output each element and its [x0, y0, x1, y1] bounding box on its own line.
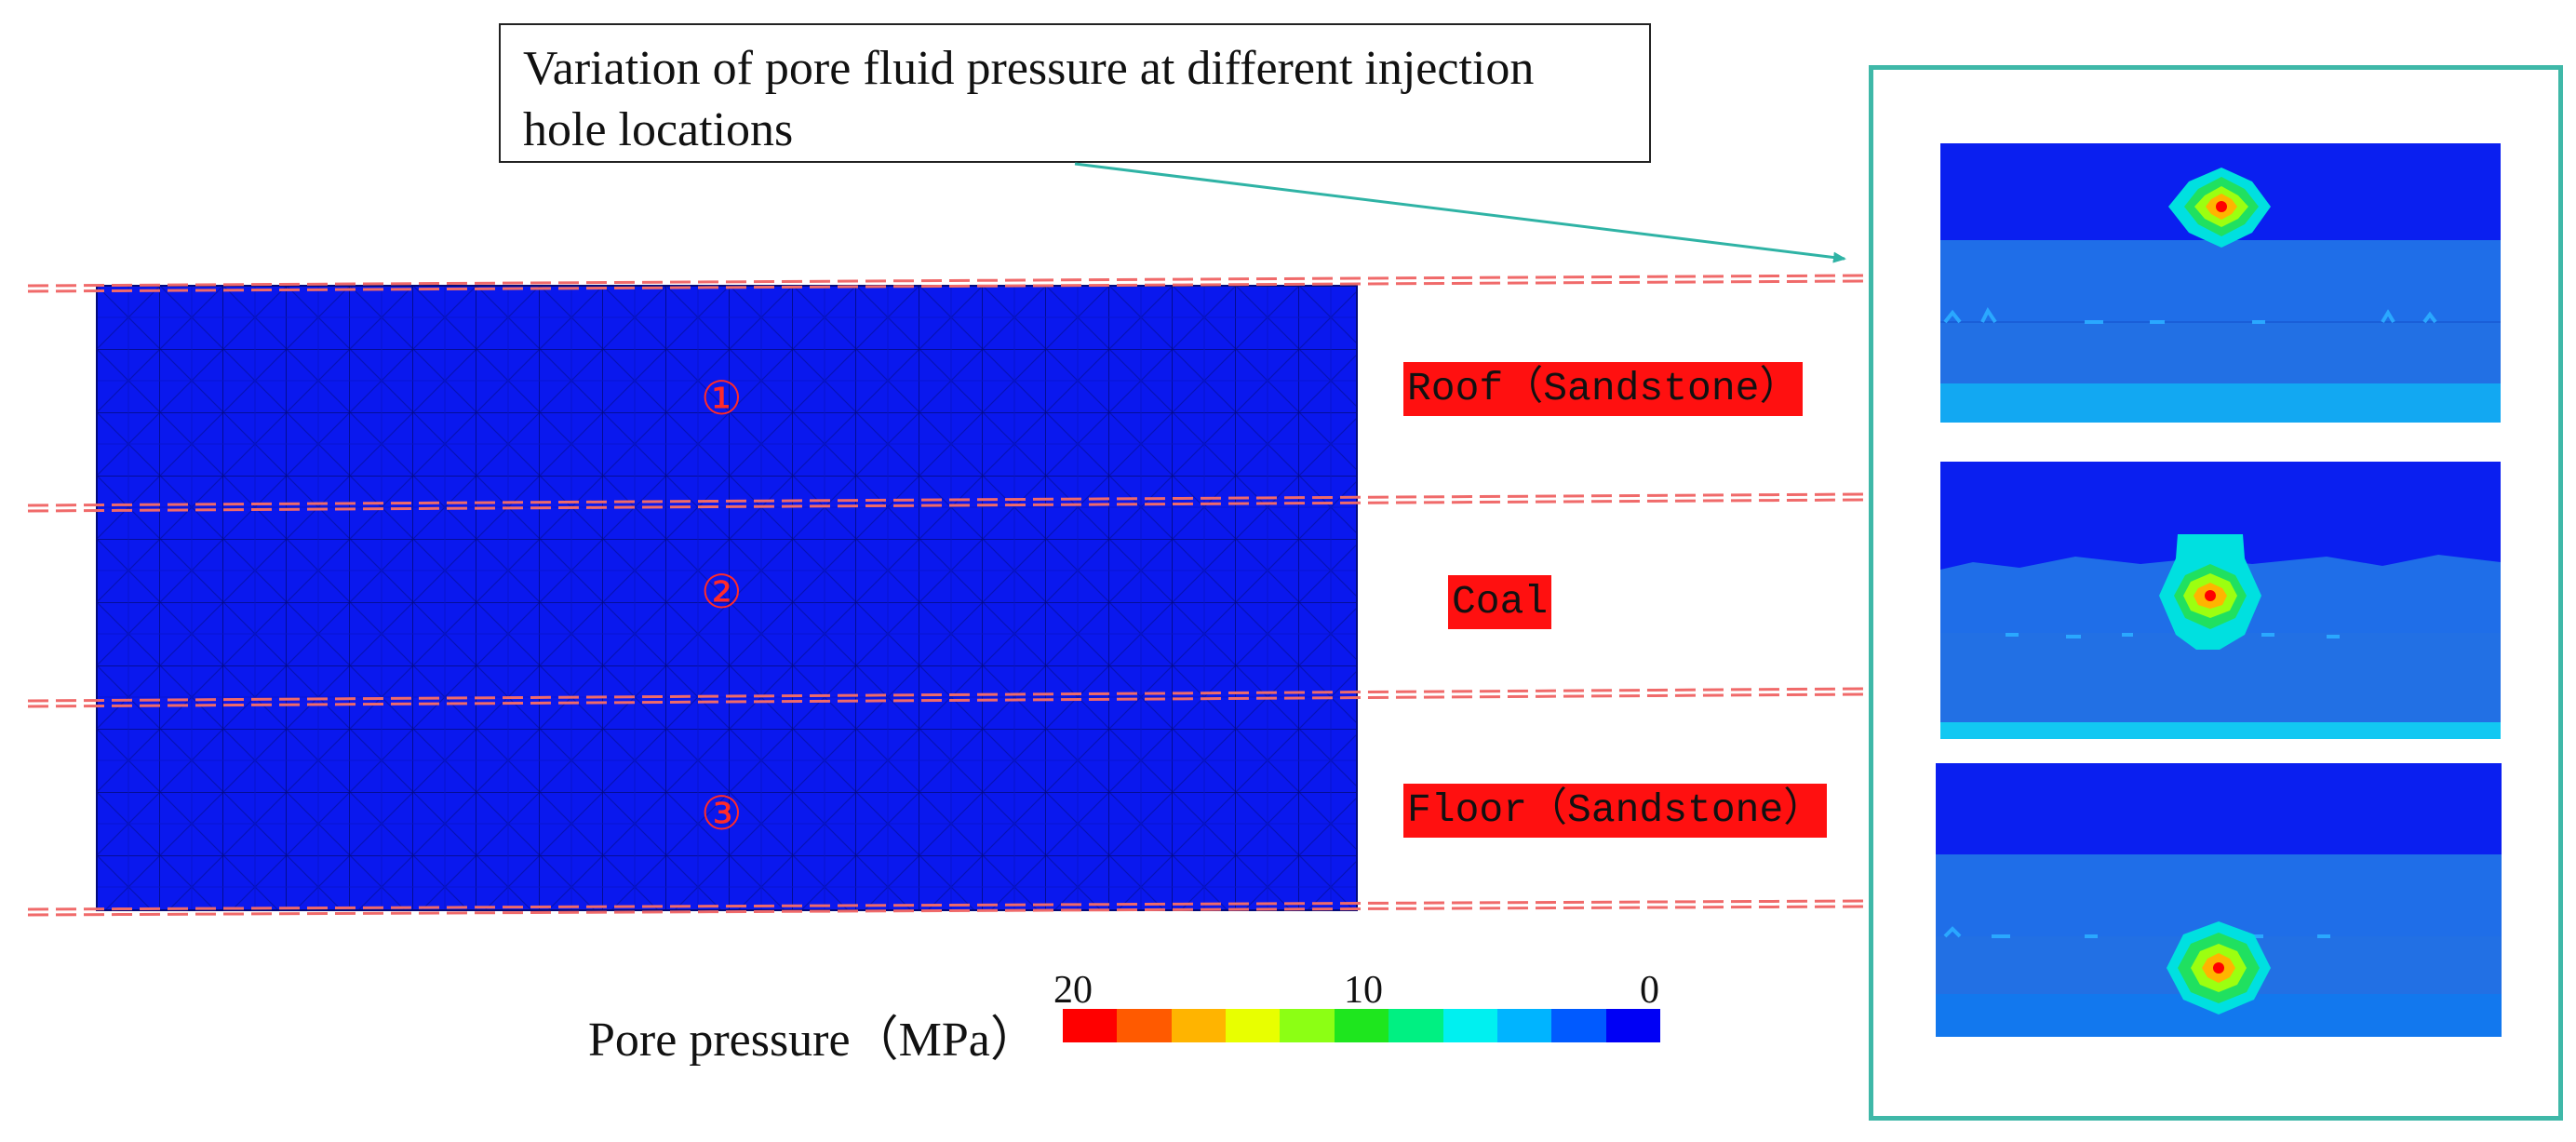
legend-swatch [1551, 1009, 1606, 1042]
injection-panels-frame [1869, 65, 2563, 1121]
callout-box: Variation of pore fluid pressure at diff… [499, 23, 1651, 163]
pressure-panel-floor [1936, 763, 2502, 1037]
legend-swatch [1171, 1009, 1227, 1042]
legend-max-label: 20 [1053, 969, 1093, 1012]
stratum-number-roof: ① [701, 371, 743, 425]
legend-colorbar [1063, 1009, 1660, 1042]
legend-swatch [1389, 1009, 1443, 1042]
legend-swatch [1334, 1009, 1389, 1042]
stratum-number-coal: ② [701, 565, 743, 619]
legend-swatch [1226, 1009, 1281, 1042]
legend-swatch [1063, 1009, 1118, 1042]
stratum-number-floor: ③ [701, 786, 743, 840]
stratum-label-roof: Roof（Sandstone） [1403, 362, 1804, 416]
legend-mid-label: 10 [1344, 969, 1383, 1012]
legend-swatch [1117, 1009, 1172, 1042]
legend-min-label: 0 [1640, 969, 1659, 1012]
legend-swatch [1280, 1009, 1335, 1042]
legend-swatch [1605, 1009, 1660, 1042]
legend-swatch [1496, 1009, 1552, 1042]
pressure-panel-coal [1940, 462, 2501, 739]
model-mesh [96, 285, 1358, 911]
legend-swatch [1442, 1009, 1497, 1042]
pressure-panel-roof [1940, 143, 2501, 423]
legend-title: Pore pressure（MPa） [588, 1014, 1039, 1067]
pointer-arrow [1074, 162, 1846, 263]
stratum-label-floor: Floor（Sandstone） [1403, 784, 1828, 838]
stratum-label-coal: Coal [1448, 575, 1552, 629]
callout-title: Variation of pore fluid pressure at diff… [523, 42, 1535, 156]
